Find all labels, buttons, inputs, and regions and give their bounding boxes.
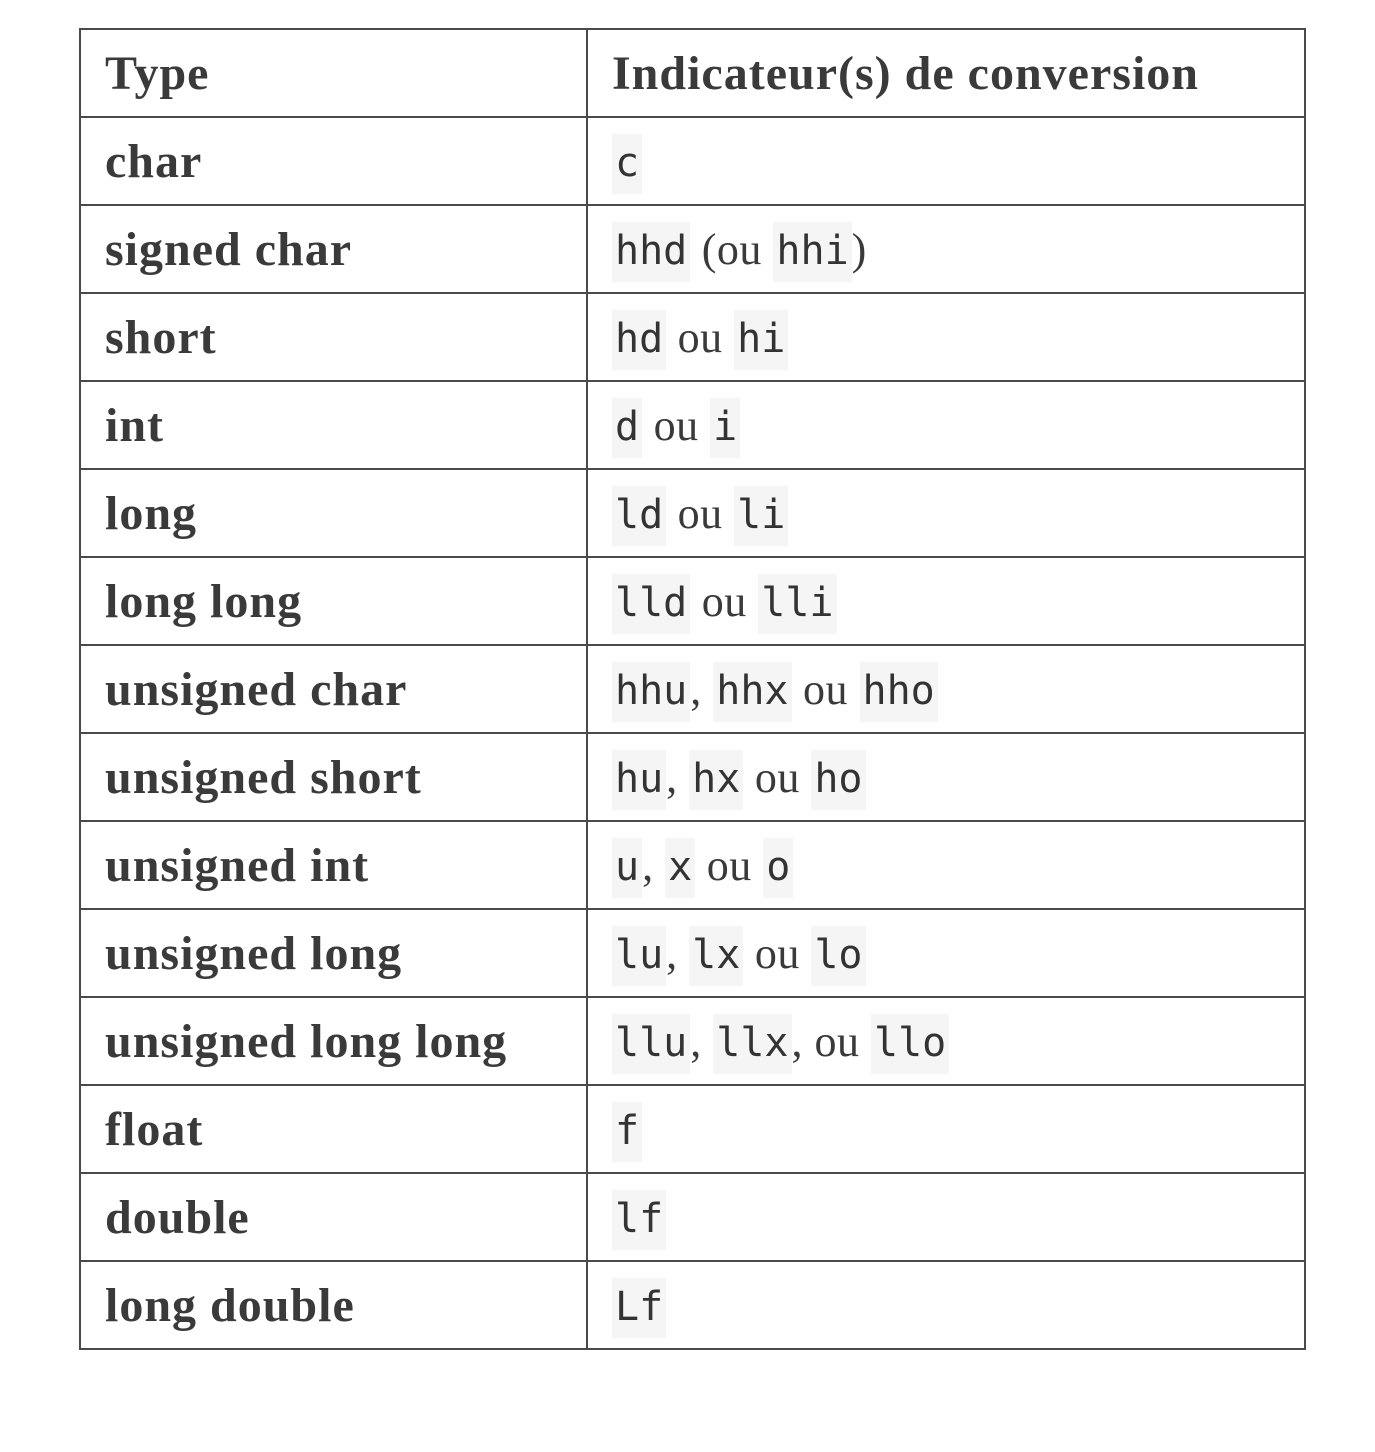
conversion-specifier-cell: lld ou lli <box>586 556 1306 646</box>
type-cell: unsigned char <box>79 644 588 734</box>
type-cell: unsigned int <box>79 820 588 910</box>
type-cell: unsigned short <box>79 732 588 822</box>
format-specifier-code: hhi <box>773 221 852 282</box>
conversion-specifier-cell: lu, lx ou lo <box>586 908 1306 998</box>
type-cell: double <box>79 1172 588 1262</box>
connector-text: ou <box>666 488 735 538</box>
conversion-specifier-cell: hu, hx ou ho <box>586 732 1306 822</box>
table-row: unsigned int u, x ou o <box>79 820 1306 910</box>
format-specifier-code: lld <box>612 573 691 634</box>
conversion-specifier-table: Type Indicateur(s) de conversion char c si… <box>79 28 1306 1350</box>
conversion-specifier-cell: ld ou li <box>586 468 1306 558</box>
format-specifier-code: Lf <box>612 1277 667 1338</box>
format-specifier-code: llx <box>713 1013 792 1074</box>
header-type: Type <box>79 28 588 118</box>
format-specifier-code: x <box>665 837 696 898</box>
format-specifier-code: ho <box>811 749 866 810</box>
conversion-specifier-cell: d ou i <box>586 380 1306 470</box>
format-specifier-code: li <box>734 485 789 546</box>
format-specifier-code: hhx <box>713 661 792 722</box>
format-specifier-code: llu <box>612 1013 691 1074</box>
table-row: char c <box>79 116 1306 206</box>
format-specifier-code: c <box>612 133 643 194</box>
connector-text: , <box>666 928 690 978</box>
connector-text: ou <box>791 664 860 714</box>
connector-text: (ou <box>690 224 774 274</box>
format-specifier-code: i <box>710 397 741 458</box>
type-cell: long long <box>79 556 588 646</box>
connector-text: , <box>666 752 690 802</box>
format-specifier-code: hu <box>612 749 667 810</box>
format-specifier-code: lo <box>811 925 866 986</box>
type-cell: long <box>79 468 588 558</box>
connector-text: ou <box>642 400 711 450</box>
conversion-specifier-cell: f <box>586 1084 1306 1174</box>
format-specifier-code: f <box>612 1101 643 1162</box>
format-specifier-code: u <box>612 837 643 898</box>
connector-text: ou <box>695 840 764 890</box>
format-specifier-code: llo <box>871 1013 950 1074</box>
table-row: signed char hhd (ou hhi) <box>79 204 1306 294</box>
conversion-specifier-cell: llu, llx, ou llo <box>586 996 1306 1086</box>
connector-text: , <box>642 840 666 890</box>
type-cell: unsigned long long <box>79 996 588 1086</box>
format-specifier-code: ld <box>612 485 667 546</box>
table-row: int d ou i <box>79 380 1306 470</box>
format-specifier-code: hi <box>734 309 789 370</box>
format-specifier-code: hhu <box>612 661 691 722</box>
conversion-specifier-cell: hd ou hi <box>586 292 1306 382</box>
table-row: unsigned long long llu, llx, ou llo <box>79 996 1306 1086</box>
header-row: Type Indicateur(s) de conversion <box>79 28 1306 118</box>
connector-text: , <box>690 664 714 714</box>
type-cell: long double <box>79 1260 588 1350</box>
table-body: char c signed char hhd (ou hhi) short hd ou h… <box>79 116 1306 1350</box>
format-specifier-code: o <box>763 837 794 898</box>
format-specifier-code: lli <box>758 573 837 634</box>
conversion-specifier-cell: u, x ou o <box>586 820 1306 910</box>
conversion-specifier-cell: Lf <box>586 1260 1306 1350</box>
connector-text: ou <box>666 312 735 362</box>
type-cell: float <box>79 1084 588 1174</box>
conversion-specifier-cell: c <box>586 116 1306 206</box>
type-cell: signed char <box>79 204 588 294</box>
connector-text: ou <box>743 928 812 978</box>
conversion-specifier-cell: hhd (ou hhi) <box>586 204 1306 294</box>
conversion-specifier-cell: lf <box>586 1172 1306 1262</box>
format-specifier-code: lx <box>689 925 744 986</box>
table-row: long double Lf <box>79 1260 1306 1350</box>
table-row: unsigned char hhu, hhx ou hho <box>79 644 1306 734</box>
connector-text: , ou <box>791 1016 871 1066</box>
format-specifier-code: lu <box>612 925 667 986</box>
format-specifier-code: lf <box>612 1189 667 1250</box>
table-row: unsigned long lu, lx ou lo <box>79 908 1306 998</box>
connector-text: ) <box>851 224 867 274</box>
table-row: short hd ou hi <box>79 292 1306 382</box>
conversion-specifier-cell: hhu, hhx ou hho <box>586 644 1306 734</box>
type-cell: unsigned long <box>79 908 588 998</box>
table-header: Type Indicateur(s) de conversion <box>79 28 1306 118</box>
connector-text: ou <box>690 576 759 626</box>
table-row: double lf <box>79 1172 1306 1262</box>
table-row: long ld ou li <box>79 468 1306 558</box>
format-specifier-code: hd <box>612 309 667 370</box>
type-cell: int <box>79 380 588 470</box>
connector-text: , <box>690 1016 714 1066</box>
format-specifier-code: d <box>612 397 643 458</box>
type-cell: short <box>79 292 588 382</box>
table-row: long long lld ou lli <box>79 556 1306 646</box>
header-conversion-specifiers: Indicateur(s) de conversion <box>586 28 1306 118</box>
table-row: unsigned short hu, hx ou ho <box>79 732 1306 822</box>
format-specifier-code: hx <box>689 749 744 810</box>
format-specifier-code: hho <box>859 661 938 722</box>
type-cell: char <box>79 116 588 206</box>
format-specifier-code: hhd <box>612 221 691 282</box>
connector-text: ou <box>743 752 812 802</box>
table-row: float f <box>79 1084 1306 1174</box>
